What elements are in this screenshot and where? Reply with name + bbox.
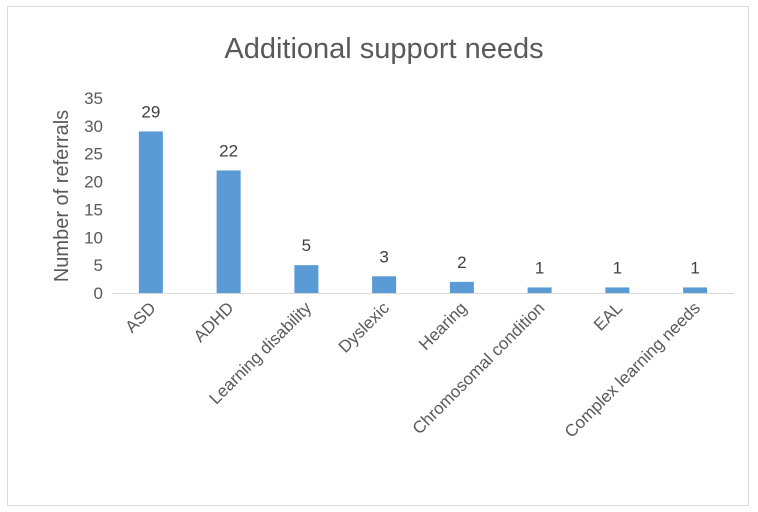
data-label: 22 [219,141,238,160]
category-label: ADHD [190,298,237,345]
category-label: Dyslexic [335,298,394,357]
category-label: Hearing [415,298,471,354]
data-label: 2 [457,253,466,272]
bar [449,281,474,293]
y-tick-label: 30 [84,117,103,136]
bar [683,287,708,293]
y-tick-label: 0 [94,284,103,303]
bar [527,287,552,293]
y-tick-label: 10 [84,228,103,247]
category-label: Complex learning needs [561,298,704,441]
chart-title: Additional support needs [224,33,543,65]
y-tick-label: 25 [84,145,103,164]
y-tick-label: 15 [84,200,103,219]
bar [372,276,397,293]
chart-frame [7,6,749,506]
bars [138,131,708,293]
y-tick-label: 20 [84,173,103,192]
data-label: 5 [302,236,311,255]
bar [138,131,163,293]
data-label: 29 [141,102,160,121]
data-label: 3 [379,247,388,266]
category-label: Chromosomal condition [409,298,549,438]
y-axis-ticks: 0 5 10 15 20 25 30 35 [84,89,103,303]
bar [605,287,630,293]
bar [216,170,241,293]
y-tick-label: 35 [84,89,103,108]
y-axis-title: Number of referrals [51,110,73,282]
y-tick-label: 5 [94,256,103,275]
category-label: ASD [122,298,160,336]
category-label: EAL [590,298,626,334]
data-label: 1 [690,258,699,277]
data-label: 1 [535,258,544,277]
data-labels: 29 22 5 3 2 1 1 1 [141,102,699,277]
bar [294,265,319,293]
data-label: 1 [613,258,622,277]
